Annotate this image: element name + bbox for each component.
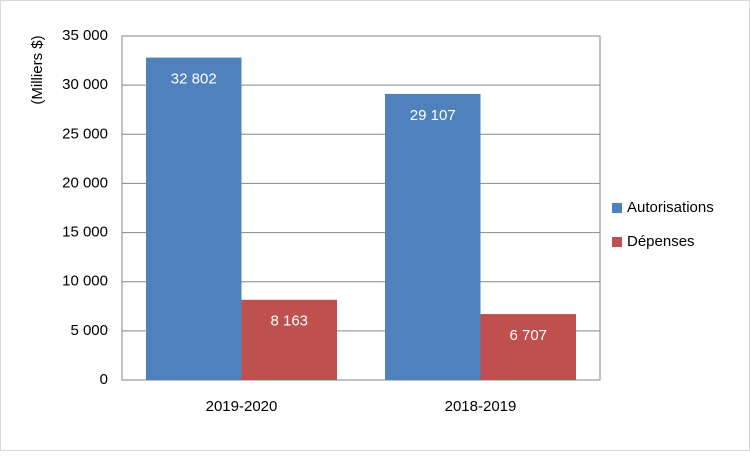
y-tick-label: 0 [100,371,108,388]
value-label: 8 163 [270,313,308,330]
y-tick-label: 10 000 [62,273,108,290]
value-label: 29 107 [410,107,456,124]
bar [385,93,481,380]
x-tick-label: 2019-2020 [206,398,278,415]
value-label: 32 802 [171,71,217,88]
bar [480,314,576,380]
plot-area-border [121,35,601,381]
bar [241,299,337,380]
y-tick-label: 15 000 [62,224,108,241]
bar [146,57,242,380]
y-tick-label: 30 000 [62,76,108,93]
y-tick-label: 25 000 [62,125,108,142]
value-label: 6 707 [509,327,547,344]
y-tick-label: 5 000 [70,322,108,339]
x-tick-label: 2018-2019 [445,398,517,415]
y-tick-label: 20 000 [62,174,108,191]
legend-label: Autorisations [627,199,714,216]
legend-swatch [612,203,622,213]
legend-swatch [612,237,622,247]
y-tick-label: 35 000 [62,27,108,44]
legend-label: Dépenses [627,233,695,250]
y-axis-label: (Milliers $) [29,35,46,104]
